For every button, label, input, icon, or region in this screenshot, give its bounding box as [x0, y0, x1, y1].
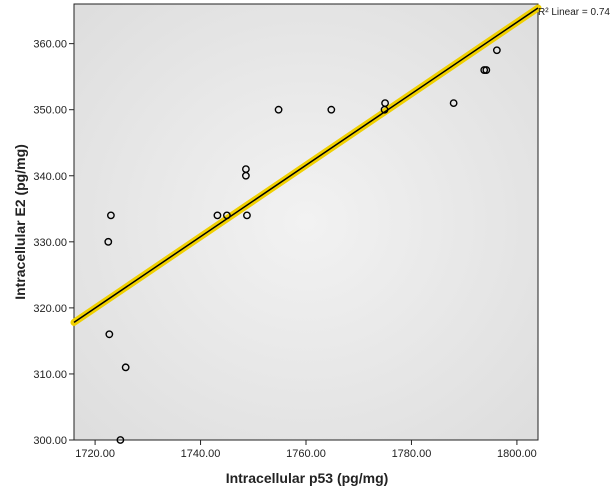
- x-axis-title: Intracellular p53 (pg/mg): [226, 470, 389, 486]
- y-tick-label: 350.00: [33, 105, 67, 117]
- x-tick-label: 1800.00: [497, 448, 537, 460]
- plot-area: [73, 3, 539, 441]
- data-point: [241, 171, 250, 180]
- data-point: [327, 105, 336, 114]
- data-point: [380, 105, 389, 114]
- data-point: [223, 211, 231, 220]
- data-point: [213, 211, 222, 220]
- data-point: [492, 46, 501, 55]
- data-point: [105, 330, 114, 339]
- y-tick-label: 360.00: [33, 39, 67, 51]
- y-tick-label: 310.00: [33, 369, 67, 381]
- y-tick-label: 340.00: [33, 171, 67, 183]
- data-point: [449, 99, 458, 107]
- y-tick-label: 300.00: [33, 435, 67, 447]
- y-tick-label: 330.00: [33, 237, 67, 249]
- data-point: [243, 211, 251, 220]
- data-point: [121, 363, 130, 372]
- x-tick-label: 1720.00: [75, 448, 115, 460]
- x-tick-label: 1740.00: [181, 448, 221, 460]
- r-squared-annotation: R² Linear = 0.74: [538, 7, 610, 18]
- x-tick-label: 1760.00: [286, 448, 326, 460]
- y-tick-label: 320.00: [33, 303, 67, 315]
- data-point: [104, 237, 113, 246]
- fit-line: [73, 7, 539, 324]
- data-point: [107, 211, 115, 220]
- x-tick-label: 1780.00: [392, 448, 432, 460]
- data-point: [274, 105, 283, 114]
- y-axis-title: Intracellular E2 (pg/mg): [12, 144, 28, 300]
- data-point: [482, 66, 491, 74]
- data-point: [116, 436, 125, 444]
